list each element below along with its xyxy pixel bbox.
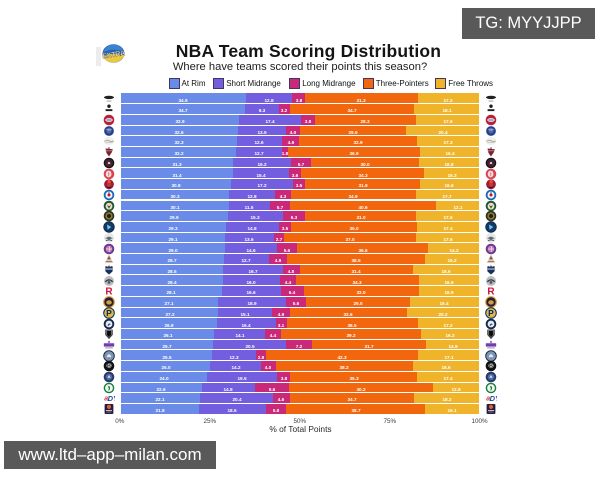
svg-text:R: R — [487, 287, 495, 298]
svg-text:DY: DY — [489, 394, 496, 403]
svg-text:P: P — [488, 308, 494, 318]
svg-text:B: B — [107, 364, 111, 370]
svg-text:R: R — [105, 287, 113, 298]
svg-text:B: B — [489, 364, 493, 370]
svg-text:EXTRA: EXTRA — [102, 48, 125, 60]
svg-text:DY: DY — [107, 394, 114, 403]
svg-text:a: a — [104, 396, 108, 403]
svg-text:a: a — [486, 396, 490, 403]
svg-text:P: P — [106, 308, 112, 318]
